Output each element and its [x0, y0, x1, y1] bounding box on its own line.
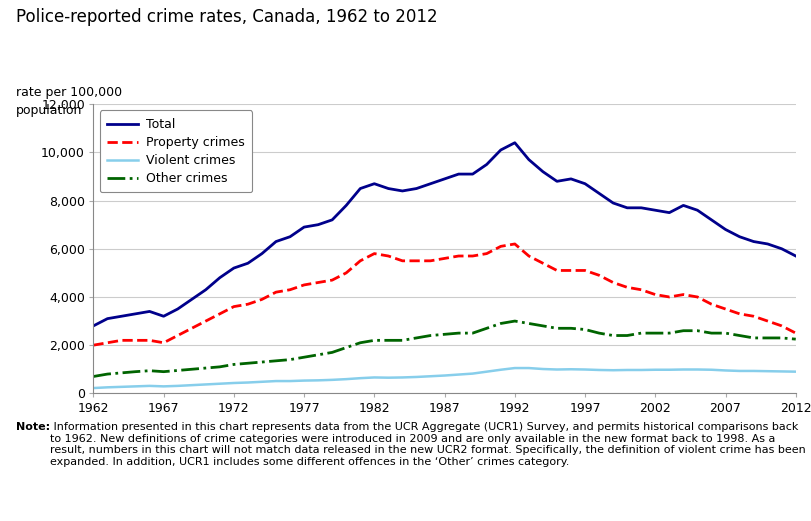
Violent crimes: [88, 385, 98, 391]
Violent crimes: [509, 365, 519, 371]
Total: [298, 224, 308, 230]
Text: rate per 100,000: rate per 100,000: [16, 86, 122, 99]
Property crimes: [298, 282, 308, 288]
Total: [776, 245, 786, 252]
Violent crimes: [242, 379, 252, 386]
Total: [509, 140, 519, 146]
Property crimes: [565, 267, 575, 274]
Property crimes: [313, 279, 323, 286]
Other crimes: [313, 352, 323, 358]
Violent crimes: [607, 367, 617, 374]
Property crimes: [88, 342, 98, 348]
Other crimes: [88, 374, 98, 380]
Other crimes: [776, 335, 786, 341]
Property crimes: [607, 279, 617, 286]
Text: Note:: Note:: [16, 422, 50, 432]
Legend: Total, Property crimes, Violent crimes, Other crimes: Total, Property crimes, Violent crimes, …: [100, 110, 252, 192]
Property crimes: [776, 322, 786, 329]
Other crimes: [242, 360, 252, 366]
Total: [242, 260, 252, 266]
Violent crimes: [313, 377, 323, 383]
Other crimes: [607, 332, 617, 339]
Line: Total: Total: [93, 143, 795, 326]
Other crimes: [565, 325, 575, 331]
Other crimes: [298, 354, 308, 361]
Total: [313, 221, 323, 228]
Total: [88, 322, 98, 329]
Text: Information presented in this chart represents data from the UCR Aggregate (UCR1: Information presented in this chart repr…: [50, 422, 805, 467]
Property crimes: [509, 241, 519, 247]
Other crimes: [509, 318, 519, 324]
Violent crimes: [565, 366, 575, 373]
Total: [790, 253, 800, 259]
Line: Violent crimes: Violent crimes: [93, 368, 795, 388]
Violent crimes: [790, 368, 800, 375]
Property crimes: [242, 301, 252, 307]
Line: Property crimes: Property crimes: [93, 244, 795, 345]
Total: [565, 176, 575, 182]
Total: [607, 200, 617, 206]
Text: Police-reported crime rates, Canada, 1962 to 2012: Police-reported crime rates, Canada, 196…: [16, 8, 437, 26]
Violent crimes: [776, 368, 786, 375]
Violent crimes: [298, 377, 308, 383]
Other crimes: [790, 336, 800, 342]
Property crimes: [790, 330, 800, 336]
Text: population: population: [16, 104, 83, 117]
Line: Other crimes: Other crimes: [93, 321, 795, 377]
